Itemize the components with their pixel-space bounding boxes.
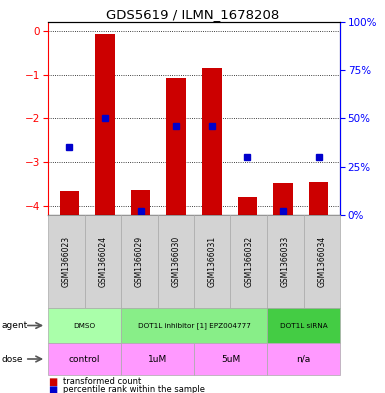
Bar [202,68,222,215]
Text: percentile rank within the sample: percentile rank within the sample [64,386,206,393]
Text: ■: ■ [48,385,57,393]
Text: ■: ■ [48,377,57,387]
Text: DOT1L inhibitor [1] EPZ004777: DOT1L inhibitor [1] EPZ004777 [137,322,250,329]
Text: GSM1366024: GSM1366024 [98,236,107,287]
Text: 5uM: 5uM [221,354,240,364]
Bar [131,189,151,215]
Text: transformed count: transformed count [64,378,142,386]
Text: GSM1366033: GSM1366033 [281,236,290,287]
Text: n/a: n/a [296,354,311,364]
Bar [238,196,257,215]
Text: DOT1L siRNA: DOT1L siRNA [280,323,327,329]
Text: DMSO: DMSO [74,323,95,329]
Text: GDS5619 / ILMN_1678208: GDS5619 / ILMN_1678208 [106,8,279,21]
Text: dose: dose [2,354,23,364]
Bar [60,191,79,215]
Text: GSM1366029: GSM1366029 [135,236,144,287]
Bar [95,34,115,215]
Bar [273,184,293,215]
Text: GSM1366032: GSM1366032 [244,236,253,287]
Text: control: control [69,354,100,364]
Bar [166,78,186,215]
Text: GSM1366023: GSM1366023 [62,236,71,287]
Text: agent: agent [2,321,28,330]
Text: GSM1366031: GSM1366031 [208,236,217,287]
Text: GSM1366034: GSM1366034 [317,236,326,287]
Bar [309,182,328,215]
Text: 1uM: 1uM [148,354,167,364]
Text: GSM1366030: GSM1366030 [171,236,180,287]
